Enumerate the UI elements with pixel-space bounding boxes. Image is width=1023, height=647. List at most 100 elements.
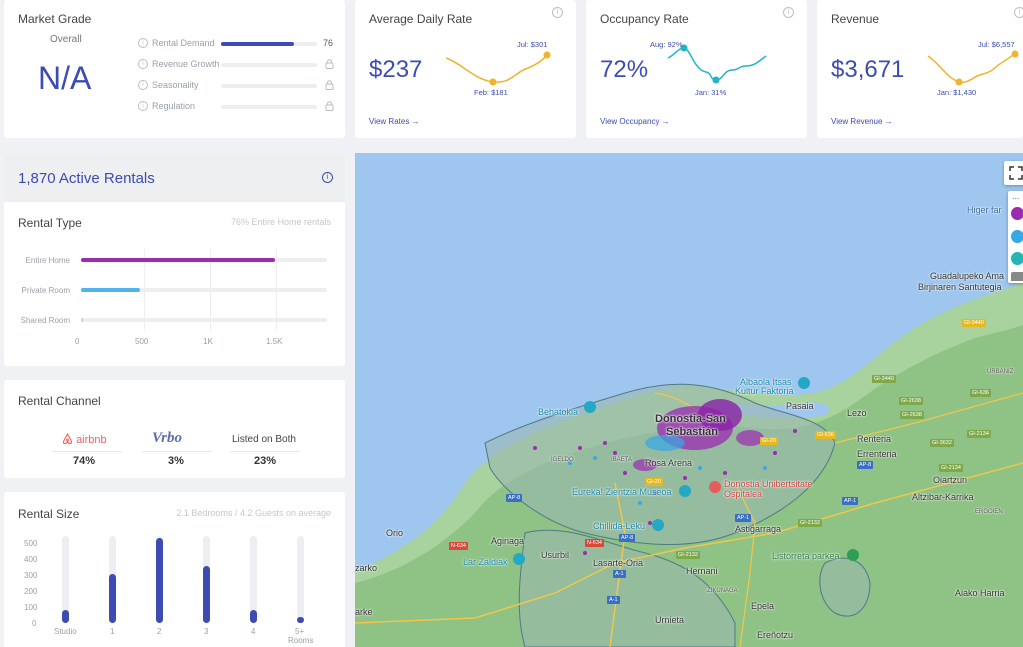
view-rates-link[interactable]: View Rates →	[369, 117, 420, 126]
bedroom-bar-4[interactable]	[250, 536, 257, 623]
rental-type-card: 1,870 Active Rentals i Rental Type 76% E…	[4, 154, 345, 366]
lock-icon[interactable]	[325, 59, 334, 69]
bedroom-bar-3[interactable]	[203, 536, 210, 623]
view-occupancy-link[interactable]: View Occupancy →	[600, 117, 670, 126]
listings-cluster	[533, 399, 797, 555]
road-badge: AP-8	[506, 494, 523, 502]
rental-type-summary: 76% Entire Home rentals	[230, 217, 331, 227]
bedroom-bar-5plus[interactable]	[297, 536, 304, 623]
occupancy-value: 72%	[600, 56, 649, 83]
map-label: Ereñotzu	[757, 630, 794, 640]
rental-demand-bar	[221, 42, 317, 46]
road-badge: AP-8	[857, 461, 874, 469]
road-badge: GI-2132	[798, 519, 822, 527]
rental-type-title: Rental Type	[18, 216, 82, 230]
road-badge: GI-2134	[939, 464, 963, 472]
road-badge: AP-8	[619, 534, 636, 542]
bar-fill	[203, 566, 210, 623]
road-badge: A-1	[613, 570, 626, 578]
map-label: Behatokia	[538, 407, 579, 417]
info-icon[interactable]: i	[783, 7, 794, 18]
hotel-layer-icon[interactable]	[1011, 272, 1023, 281]
revenue-card: Revenue i $3,671 Jul: $6,557 Jan: $1,430…	[817, 0, 1023, 138]
info-icon[interactable]: i	[1014, 7, 1023, 18]
fullscreen-button[interactable]	[1004, 161, 1023, 185]
road-badge: GI-3632	[930, 439, 954, 447]
grade-row-label: Seasonality	[152, 80, 199, 90]
grade-row-label: Revenue Growth	[152, 59, 220, 69]
rental-type-label: Entire Home	[25, 256, 70, 265]
bar-fill	[62, 610, 69, 623]
grade-row-regulation[interactable]: i Regulation	[138, 101, 338, 113]
bedroom-bar-1[interactable]	[109, 536, 116, 623]
lock-icon[interactable]	[325, 80, 334, 90]
bar-fill	[297, 617, 304, 623]
rental-demand-value: 76	[323, 38, 334, 48]
road-badge: GI-2638	[900, 411, 924, 419]
channel-underline	[230, 451, 300, 452]
map-label: Donostia-San	[655, 413, 726, 425]
rental-type-tick: 500	[135, 337, 149, 346]
market-grade-card: Market Grade Overall N/A i Rental Demand…	[4, 0, 345, 138]
road-badge: AP-1	[842, 497, 859, 505]
map[interactable]: Higer far Guadalupeko Ama Birjinaren San…	[355, 153, 1023, 647]
entire-home-bar[interactable]	[81, 258, 327, 262]
bedroom-bar-2[interactable]	[156, 536, 163, 623]
airbnb-icon	[62, 432, 73, 445]
shared-room-layer-icon[interactable]	[1011, 252, 1023, 265]
grade-row-rental-demand[interactable]: i Rental Demand 76	[138, 38, 338, 50]
info-icon[interactable]: i	[138, 38, 148, 48]
airbnb-name: airbnb	[76, 434, 107, 446]
active-rentals-title: 1,870 Active Rentals	[18, 170, 155, 187]
bedroom-bar-studio[interactable]	[62, 536, 69, 623]
road-badge: N-634	[585, 539, 604, 547]
map-label: Higer far	[967, 205, 1002, 215]
map-label: Sebastián	[666, 426, 718, 438]
private-room-bar[interactable]	[81, 288, 327, 292]
road-badge: GI-636	[815, 431, 836, 439]
bar-fill	[250, 610, 257, 623]
private-room-fill	[81, 288, 140, 292]
info-icon[interactable]: i	[322, 172, 333, 183]
map-label: Altzibar-Karrika	[912, 492, 974, 502]
revenue-low-label: Jan: $1,430	[937, 88, 977, 97]
rental-type-label: Shared Room	[20, 316, 70, 325]
map-label: Rosa Arena	[645, 458, 693, 468]
channel-underline	[52, 451, 122, 452]
info-icon[interactable]: i	[138, 80, 148, 90]
entire-home-layer-icon[interactable]	[1011, 207, 1023, 220]
both-percent: 23%	[254, 455, 277, 467]
info-icon[interactable]: i	[552, 7, 563, 18]
grade-row-seasonality[interactable]: i Seasonality	[138, 80, 338, 92]
map-label: Aginaga	[491, 536, 525, 546]
rental-size-ytick: 0	[32, 619, 37, 628]
shared-room-bar[interactable]	[81, 318, 327, 322]
rental-size-ytick: 500	[24, 539, 38, 548]
grade-row-revenue-growth[interactable]: i Revenue Growth	[138, 59, 338, 71]
map-label: Urnieta	[655, 615, 685, 625]
private-room-layer-icon[interactable]	[1011, 230, 1023, 243]
road-badge: GI-20	[760, 437, 778, 445]
regulation-bar	[221, 105, 317, 109]
road-badge: AP-1	[735, 514, 752, 522]
map-terrain	[355, 283, 1023, 647]
info-icon[interactable]: i	[138, 59, 148, 69]
view-revenue-link[interactable]: View Revenue →	[831, 117, 893, 126]
map-label: IGELDO	[551, 457, 574, 463]
rental-channel-title: Rental Channel	[18, 394, 101, 408]
rental-size-xtick: 4	[251, 627, 256, 636]
map-label: Epela	[751, 601, 775, 611]
info-icon[interactable]: i	[138, 101, 148, 111]
vrbo-logo: Vrbo	[152, 430, 183, 446]
seasonality-bar	[221, 84, 317, 88]
more-icon[interactable]: ...	[1012, 191, 1020, 201]
map-label: Oiartzun	[933, 475, 968, 485]
lock-icon[interactable]	[325, 101, 334, 111]
road-badge: A-1	[607, 596, 620, 604]
road-badge: GI-2638	[899, 397, 923, 405]
rental-channel-card: Rental Channel airbnb 74% Vrbo 3% Listed…	[4, 380, 345, 478]
rental-size-title: Rental Size	[18, 507, 80, 521]
rental-type-label: Private Room	[21, 286, 70, 295]
map-label: Albaola Itsas	[740, 377, 792, 387]
road-badge: GI-2134	[967, 430, 991, 438]
